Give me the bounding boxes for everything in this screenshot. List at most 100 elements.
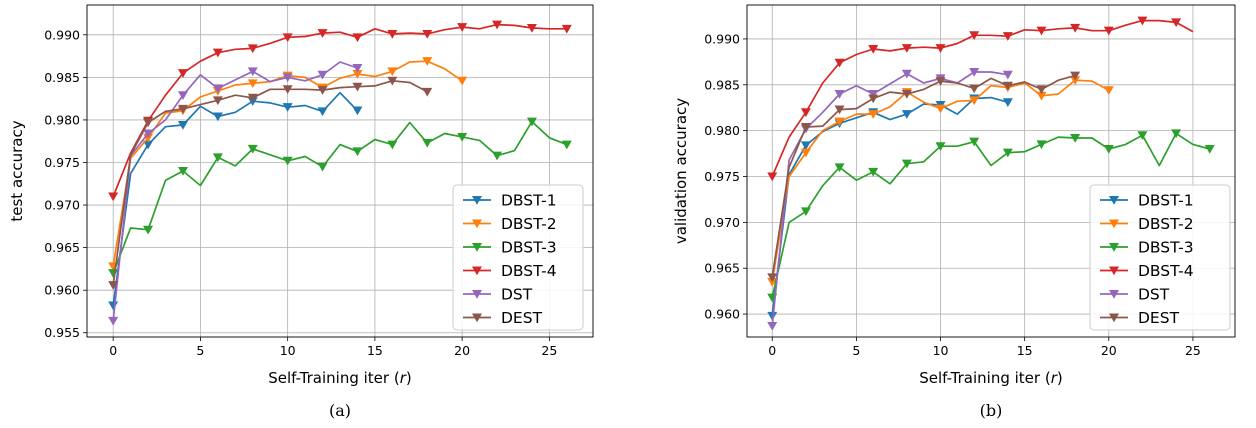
data-point-marker [177, 91, 188, 100]
data-point-marker [800, 207, 811, 217]
series-line-dst [112, 61, 358, 321]
data-point-marker [1204, 144, 1215, 154]
data-point-marker [1002, 81, 1013, 91]
data-point-marker [457, 132, 468, 142]
data-point-marker [1103, 144, 1114, 154]
x-tick-label: 25 [541, 343, 557, 358]
data-point-marker [247, 144, 258, 154]
data-point-marker [212, 48, 223, 58]
legend-label: DEST [501, 309, 543, 327]
data-point-marker [868, 89, 879, 99]
x-tick-label: 20 [1101, 343, 1117, 358]
legend: DBST-1 DBST-2 DBST-3 DBST-4 DST DEST [452, 184, 584, 331]
data-point-marker [935, 77, 946, 86]
y-tick-label: 0.955 [44, 325, 80, 340]
data-point-marker [352, 33, 363, 43]
data-point-marker [935, 44, 946, 53]
series-line-dest [771, 74, 1076, 278]
y-tick-label: 0.975 [44, 155, 80, 170]
data-point-marker [108, 316, 119, 326]
data-point-marker [901, 159, 912, 169]
data-point-marker [1171, 18, 1182, 28]
data-point-marker [143, 118, 154, 128]
data-point-marker [387, 76, 398, 86]
x-tick-label: 10 [280, 343, 296, 358]
data-point-marker [800, 122, 811, 132]
data-point-marker [422, 57, 433, 66]
data-point-marker [457, 76, 468, 86]
y-tick-label: 0.960 [44, 283, 80, 298]
data-point-marker [143, 129, 154, 139]
legend-marker [472, 290, 482, 299]
data-point-marker [1070, 76, 1081, 85]
legend-label: DBST-3 [501, 239, 557, 257]
data-point-marker [935, 104, 946, 114]
data-point-marker [1002, 32, 1013, 41]
legend-marker [472, 243, 482, 252]
data-point-marker [969, 31, 980, 41]
series-line-dbst-1 [112, 91, 359, 306]
legend-label: DBST-1 [1138, 192, 1194, 210]
data-point-marker [868, 45, 879, 54]
data-point-marker [317, 107, 328, 117]
data-point-marker [457, 23, 468, 32]
data-point-marker [1070, 71, 1081, 81]
legend-label: DBST-4 [1138, 262, 1194, 280]
data-point-marker [352, 82, 363, 92]
data-point-marker [834, 117, 845, 127]
data-point-marker [317, 29, 328, 38]
x-axis-label-variable: r [1051, 369, 1058, 387]
y-ticks: 0.960 0.965 0.970 0.975 0.980 0.985 0.990 [704, 31, 747, 322]
data-point-marker [177, 121, 188, 130]
data-point-marker [143, 225, 154, 235]
x-axis-label-close: ) [406, 369, 412, 387]
data-point-marker [561, 140, 572, 150]
series-group [108, 20, 572, 326]
legend-marker [472, 313, 482, 323]
data-point-marker [834, 89, 845, 99]
legend-marker [1109, 243, 1119, 252]
x-tick-label: 5 [196, 343, 204, 358]
data-point-marker [422, 29, 433, 39]
series-line-dbst-1 [771, 96, 1009, 317]
data-point-marker [1036, 91, 1047, 101]
y-tick-label: 0.990 [704, 31, 740, 46]
data-point-marker [317, 70, 328, 80]
data-point-marker [1036, 85, 1047, 95]
y-tick-label: 0.965 [44, 240, 80, 255]
data-point-marker [387, 67, 398, 77]
data-point-marker [1137, 131, 1148, 140]
data-point-marker [834, 58, 845, 68]
data-point-marker [969, 137, 980, 147]
series-line-dest [112, 79, 428, 286]
data-point-marker [282, 73, 293, 83]
series-line-dbst-4 [112, 23, 567, 197]
x-tick-label: 0 [109, 343, 117, 358]
data-point-marker [177, 104, 188, 114]
data-point-marker [212, 96, 223, 106]
legend-label: DEST [1138, 309, 1180, 327]
data-point-marker [247, 93, 258, 103]
data-point-marker [526, 23, 537, 33]
data-point-marker [108, 281, 119, 290]
data-point-marker [800, 148, 811, 158]
data-point-marker [422, 138, 433, 148]
series-line-dbst-3 [112, 120, 568, 274]
data-point-marker [1171, 129, 1182, 139]
x-axis-label-text: Self-Training iter ( [919, 369, 1050, 387]
y-tick-label: 0.975 [704, 169, 740, 184]
data-point-marker [1036, 26, 1047, 36]
panel-caption: (b) [980, 401, 1003, 420]
data-point-marker [282, 85, 293, 95]
y-tick-label: 0.985 [44, 70, 80, 85]
legend-label: DBST-1 [501, 192, 557, 210]
data-point-marker [282, 103, 293, 112]
data-point-marker [901, 44, 912, 53]
data-point-marker [1137, 16, 1148, 26]
legend-marker [1109, 196, 1119, 205]
y-tick-label: 0.980 [44, 112, 80, 127]
data-point-marker [969, 96, 980, 106]
data-point-marker [212, 153, 223, 163]
legend-marker [472, 266, 482, 276]
